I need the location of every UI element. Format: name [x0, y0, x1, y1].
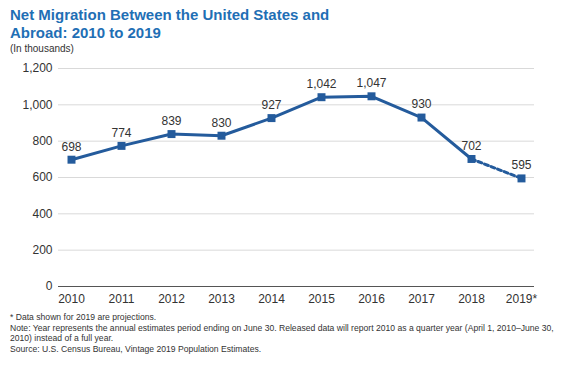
svg-text:698: 698: [61, 140, 81, 154]
svg-text:400: 400: [32, 207, 52, 221]
svg-text:800: 800: [32, 134, 52, 148]
svg-text:839: 839: [161, 114, 181, 128]
svg-text:2013: 2013: [208, 292, 235, 306]
svg-text:2011: 2011: [109, 292, 135, 306]
svg-text:2014: 2014: [258, 292, 285, 306]
svg-text:2016: 2016: [358, 292, 385, 306]
svg-text:2019*: 2019*: [506, 292, 538, 306]
svg-text:830: 830: [211, 116, 231, 130]
svg-text:600: 600: [32, 170, 52, 184]
svg-text:930: 930: [411, 97, 431, 111]
svg-text:702: 702: [461, 139, 481, 153]
svg-text:2015: 2015: [308, 292, 335, 306]
svg-text:927: 927: [261, 98, 281, 112]
html-text:Note: Year represents the annu: Note: Year represents the annual estimat…: [10, 322, 554, 344]
html-text:Source: U.S. Census Bureau, Vi: Source: U.S. Census Bureau, Vintage 2019…: [10, 343, 262, 354]
svg-text:2017: 2017: [408, 292, 435, 306]
svg-text:1,200: 1,200: [22, 61, 52, 75]
svg-text:1,047: 1,047: [356, 76, 386, 90]
svg-text:1,000: 1,000: [22, 98, 52, 112]
svg-text:774: 774: [111, 126, 131, 140]
svg-text:595: 595: [511, 158, 531, 172]
svg-text:1,042: 1,042: [306, 77, 336, 91]
svg-text:2010: 2010: [58, 292, 85, 306]
html-text:* Data shown for 2019 are proj: * Data shown for 2019 are projections.: [10, 312, 157, 322]
svg-text:2018: 2018: [458, 292, 485, 306]
svg-text:200: 200: [32, 243, 52, 257]
html-text:(In thousands): (In thousands): [10, 43, 74, 54]
html-text:Net Migration Between the Unit: Net Migration Between the United States …: [10, 6, 330, 41]
svg-text:2012: 2012: [158, 292, 185, 306]
svg-text:0: 0: [46, 279, 53, 293]
